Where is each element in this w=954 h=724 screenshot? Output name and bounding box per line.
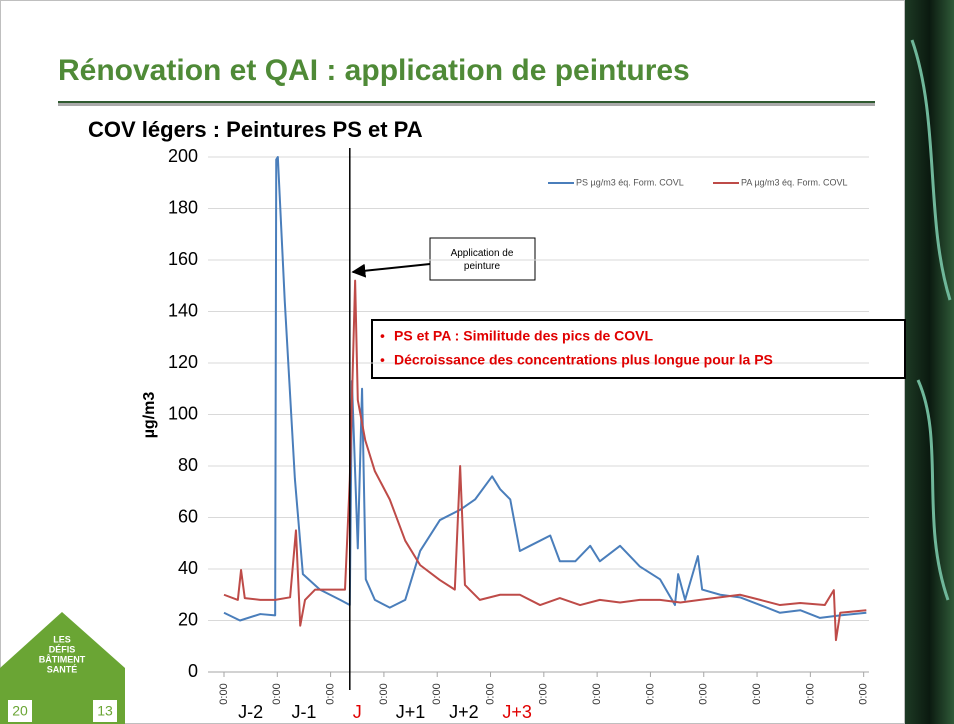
x-tick-label: 0:00	[271, 683, 283, 704]
legend-label: PS µg/m3 éq. Form. COVL	[576, 177, 684, 187]
y-tick-label: 80	[178, 455, 198, 475]
logo-text: BÂTIMENT	[39, 653, 86, 664]
x-tick-label: 0:00	[698, 683, 710, 704]
y-tick-label: 60	[178, 506, 198, 526]
y-tick-label: 140	[168, 300, 198, 320]
x-tick-label: 0:00	[751, 683, 763, 704]
day-label: J-1	[291, 702, 316, 722]
day-label: J-2	[238, 702, 263, 722]
logo-text: LES	[53, 634, 71, 644]
y-tick-label: 40	[178, 558, 198, 578]
note-bullet: •	[380, 352, 385, 368]
y-tick-label: 120	[168, 352, 198, 372]
x-tick-label: 0:00	[484, 683, 496, 704]
note-text: PS et PA : Similitude des pics de COVL	[394, 328, 654, 344]
x-tick-label: 0:00	[325, 683, 337, 704]
x-tick-label: 0:00	[378, 683, 390, 704]
y-tick-label: 200	[168, 146, 198, 166]
y-tick-label: 180	[168, 197, 198, 217]
logo-year: 13	[97, 703, 113, 719]
slide: Rénovation et QAI : application de peint…	[0, 0, 954, 724]
logo-text: DÉFIS	[49, 644, 76, 654]
logo-year: 20	[12, 703, 28, 719]
y-axis-label: µg/m3	[141, 392, 158, 439]
day-label: J	[353, 702, 362, 722]
y-tick-label: 160	[168, 249, 198, 269]
y-tick-label: 20	[178, 609, 198, 629]
x-tick-label: 0:00	[218, 683, 230, 704]
logo-text: SANTÉ	[47, 664, 78, 674]
legend-label: PA µg/m3 éq. Form. COVL	[741, 177, 848, 187]
x-tick-label: 0:00	[431, 683, 443, 704]
slide-title: Rénovation et QAI : application de peint…	[58, 54, 690, 87]
chart-title: COV légers : Peintures PS et PA	[88, 117, 423, 142]
x-tick-label: 0:00	[538, 683, 550, 704]
x-tick-label: 0:00	[804, 683, 816, 704]
annotation-box	[430, 238, 535, 280]
note-bullet: •	[380, 328, 385, 344]
day-label: J+1	[396, 702, 426, 722]
decor-strip	[905, 0, 954, 724]
y-tick-label: 100	[168, 403, 198, 423]
y-tick-label: 0	[188, 661, 198, 681]
note-text: Décroissance des concentrations plus lon…	[394, 352, 773, 368]
x-tick-label: 0:00	[858, 683, 870, 704]
day-label: J+2	[449, 702, 479, 722]
x-tick-label: 0:00	[591, 683, 603, 704]
day-label: J+3	[502, 702, 532, 722]
x-tick-label: 0:00	[644, 683, 656, 704]
